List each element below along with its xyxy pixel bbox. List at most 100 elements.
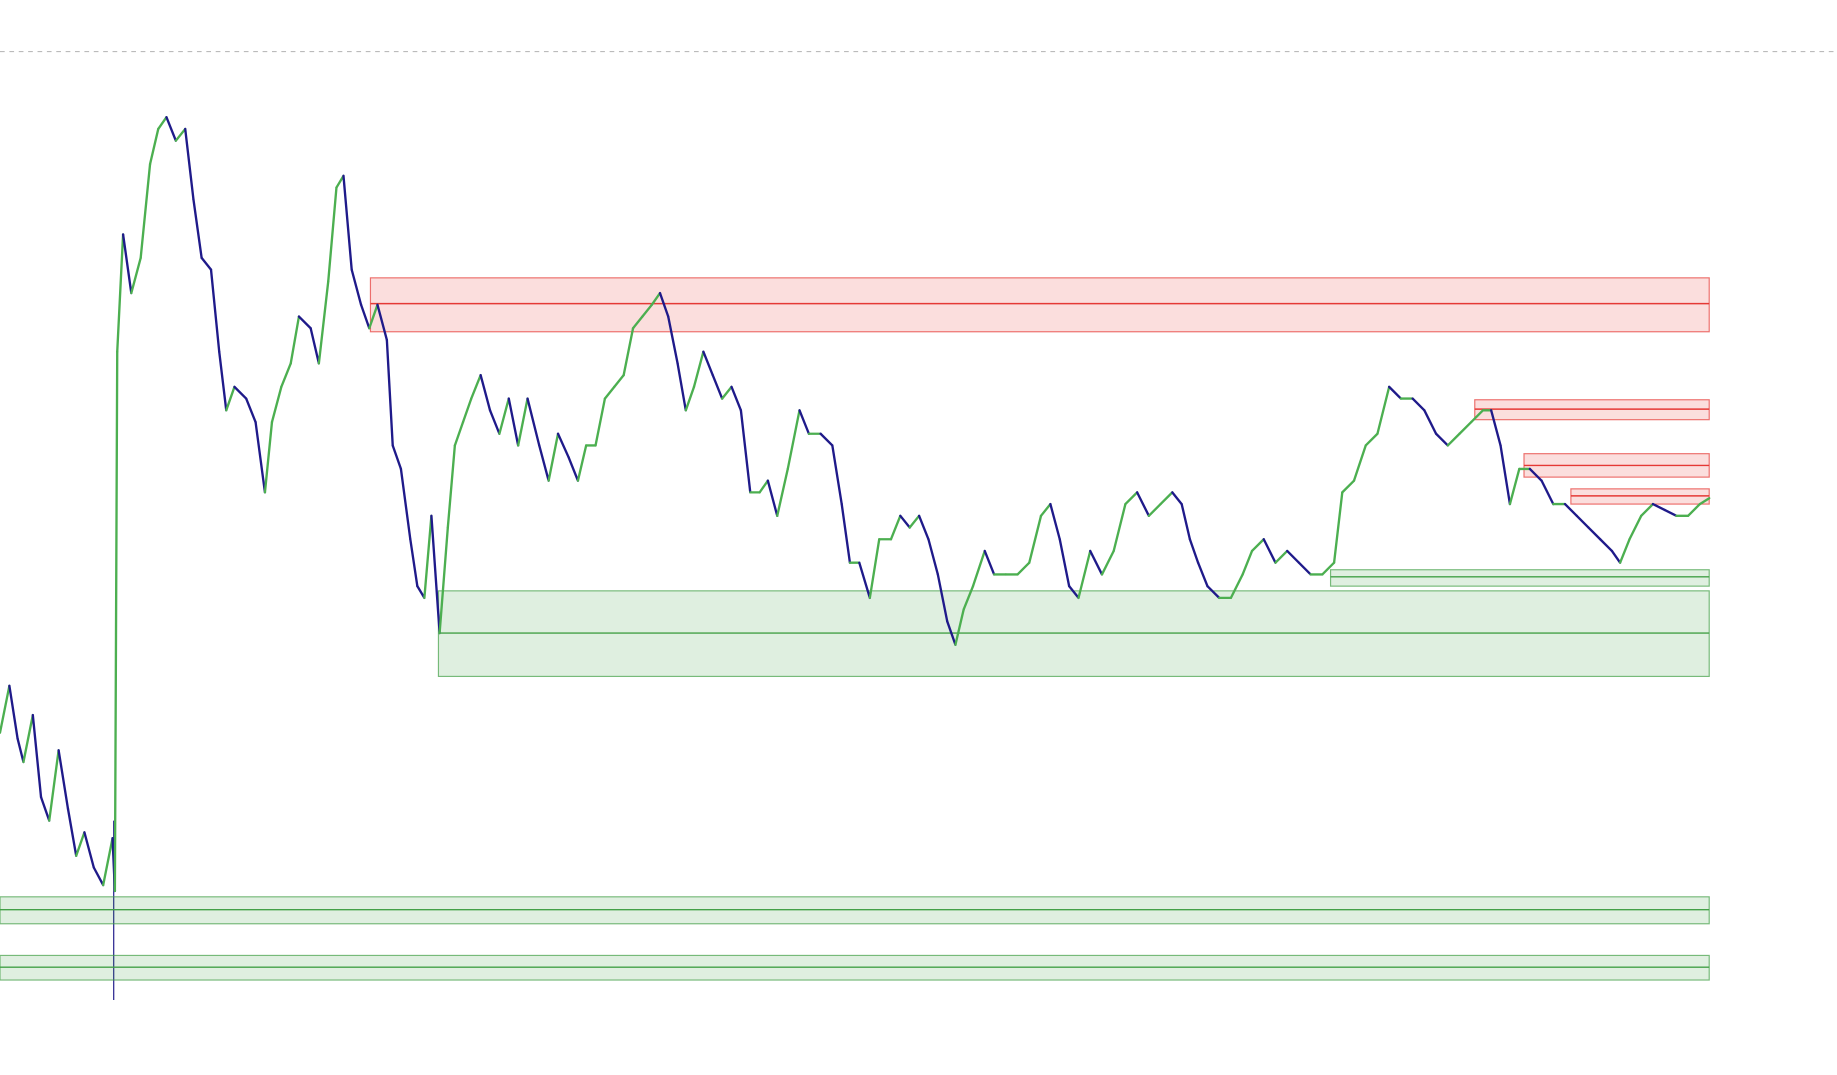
price-segment: [309, 327, 321, 365]
price-segment: [446, 444, 457, 529]
price-segment: [1446, 432, 1461, 447]
price-segment: [667, 315, 679, 365]
price-segment: [1159, 491, 1174, 506]
price-segment: [1352, 444, 1367, 482]
price-segment: [641, 303, 653, 318]
price-segment: [1332, 491, 1344, 564]
price-segment: [1089, 549, 1104, 576]
price-segment: [631, 315, 644, 330]
price-segment: [233, 385, 248, 400]
price-segment: [225, 385, 236, 412]
price-segment: [148, 127, 160, 166]
price-segment: [184, 127, 195, 201]
price-segment: [1528, 467, 1543, 482]
price-segment: [254, 420, 267, 494]
price-segment: [650, 291, 662, 306]
price-segment: [399, 467, 412, 541]
price-segment: [858, 561, 872, 600]
price-segment: [289, 315, 301, 365]
price-segment: [556, 432, 570, 459]
price-segment: [297, 315, 312, 330]
price-segment: [22, 713, 34, 764]
price-segment: [1077, 549, 1092, 600]
price-segment: [954, 608, 965, 646]
price-segment: [1049, 502, 1061, 541]
price-segment: [1470, 409, 1485, 424]
price-segment: [711, 373, 724, 400]
price-segment: [516, 397, 529, 447]
price-segment: [209, 268, 221, 353]
price-segment: [1147, 502, 1162, 517]
price-segment: [786, 409, 801, 471]
price-segment: [0, 684, 11, 734]
price-segment: [1628, 514, 1643, 541]
price-segment: [692, 350, 705, 389]
price-segment: [1663, 508, 1678, 517]
price-segment: [409, 538, 419, 588]
price-segment: [430, 514, 441, 635]
price-segment: [1423, 409, 1438, 435]
price-segment: [889, 514, 902, 541]
price-segment: [16, 737, 25, 764]
price-segment: [218, 350, 228, 412]
price-segment: [538, 444, 550, 482]
price-segment: [359, 303, 371, 330]
price-segment: [350, 268, 363, 306]
price-segment: [899, 514, 911, 529]
price-segment: [1171, 491, 1183, 506]
price-segment: [385, 338, 394, 447]
price-segment: [1039, 502, 1052, 517]
price-segment: [461, 397, 473, 424]
price-segment: [116, 233, 125, 353]
price-segment: [622, 327, 635, 377]
price-segment: [83, 831, 95, 869]
price-segment: [766, 479, 779, 517]
price-segment: [684, 385, 696, 412]
price-segment: [1286, 549, 1301, 564]
price-segment: [971, 549, 986, 588]
price-segment: [840, 502, 852, 564]
price-segment: [8, 684, 19, 740]
price-segment: [1388, 385, 1403, 400]
price-segment: [1016, 561, 1031, 576]
price-segment: [438, 526, 449, 635]
price-segment: [1262, 538, 1277, 564]
price-segment: [1563, 502, 1578, 517]
price-segment: [1341, 479, 1356, 494]
price-segment: [526, 397, 541, 447]
price-segment: [1698, 497, 1711, 506]
price-segment: [48, 749, 60, 822]
price-segment: [368, 303, 379, 330]
price-segment: [730, 385, 743, 412]
price-segment: [1100, 549, 1115, 576]
price-segment: [1364, 432, 1379, 447]
price-segment: [31, 713, 43, 799]
price-segment: [908, 514, 921, 529]
price-segment: [1376, 385, 1391, 435]
price-segment: [157, 116, 168, 131]
price-segment: [121, 233, 133, 295]
price-segment: [75, 831, 86, 857]
price-segment: [1618, 538, 1631, 564]
price-segment: [831, 444, 843, 506]
price-segment: [335, 174, 345, 189]
price-segment: [1180, 502, 1192, 541]
price-segment: [1188, 538, 1200, 564]
price-segment: [92, 866, 105, 887]
price-segment: [658, 291, 670, 318]
price-segment: [57, 749, 70, 811]
price-segment: [423, 514, 433, 600]
price-segment: [1067, 584, 1080, 600]
price-segment: [270, 385, 283, 424]
price-segment: [962, 584, 975, 611]
price-segment: [488, 409, 501, 435]
price-segment: [165, 116, 178, 142]
price-segment: [1196, 561, 1209, 588]
price-segment: [594, 397, 607, 447]
price-segment: [1229, 573, 1244, 600]
price-segment: [1489, 409, 1502, 447]
price-segment: [200, 256, 213, 271]
price-segment: [39, 795, 51, 822]
price-segment: [1135, 491, 1151, 517]
price-segment: [1610, 549, 1622, 564]
